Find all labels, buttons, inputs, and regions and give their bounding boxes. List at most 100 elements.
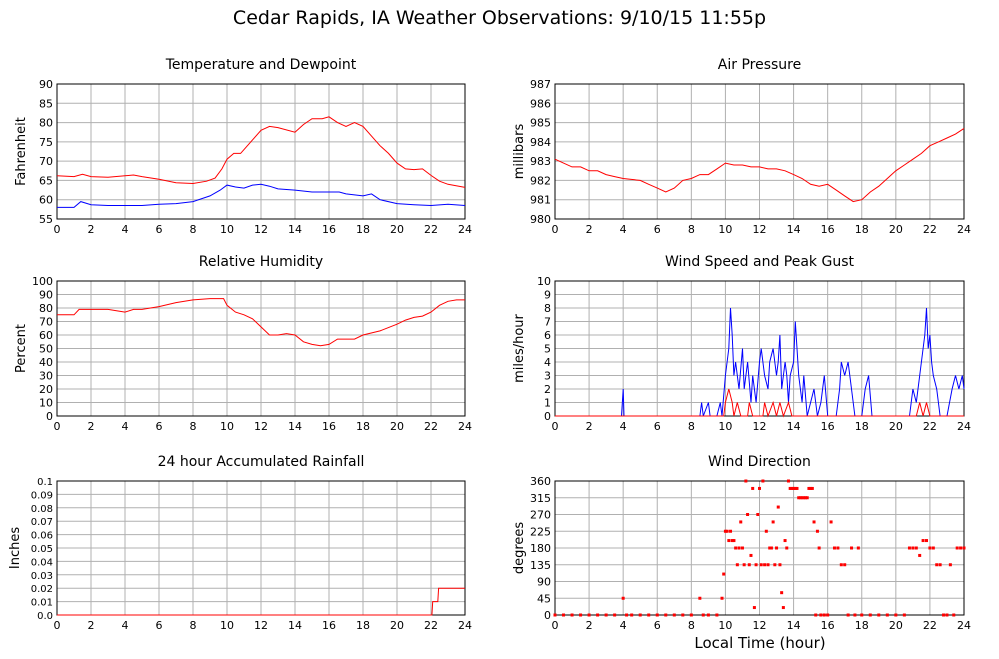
x-tick-label: 2 xyxy=(88,420,95,433)
x-tick-label: 18 xyxy=(356,223,370,236)
x-tick-label: 2 xyxy=(586,420,593,433)
data-point xyxy=(790,486,794,490)
y-tick-label: 70 xyxy=(39,155,53,168)
data-point xyxy=(732,539,736,543)
data-point xyxy=(856,546,860,550)
x-tick-label: 0 xyxy=(552,223,559,236)
data-point xyxy=(793,486,797,490)
y-axis-label: degrees xyxy=(512,522,527,575)
x-tick-label: 22 xyxy=(424,223,438,236)
x-tick-label: 16 xyxy=(821,619,835,632)
data-point xyxy=(698,596,702,600)
data-point xyxy=(812,520,816,524)
y-tick-label: 4 xyxy=(544,356,551,369)
y-tick-label: 7 xyxy=(544,316,551,329)
x-tick-label: 8 xyxy=(190,619,197,632)
y-tick-label: 0.05 xyxy=(31,544,53,555)
y-axis-label: miles/hour xyxy=(512,313,527,382)
x-tick-label: 6 xyxy=(156,619,163,632)
data-point xyxy=(807,486,811,490)
data-point xyxy=(911,546,915,550)
y-tick-label: 0.1 xyxy=(37,477,53,488)
data-point xyxy=(570,613,574,617)
x-tick-label: 18 xyxy=(356,420,370,433)
y-tick-label: 0 xyxy=(544,410,551,423)
data-point xyxy=(768,546,772,550)
x-tick-label: 22 xyxy=(923,223,937,236)
y-tick-label: 90 xyxy=(39,289,53,302)
data-point xyxy=(720,596,724,600)
data-point xyxy=(785,546,789,550)
data-point xyxy=(802,496,806,500)
y-tick-label: 9 xyxy=(544,289,551,302)
y-tick-label: 225 xyxy=(530,525,551,538)
data-point xyxy=(805,496,809,500)
data-point xyxy=(935,563,939,567)
x-tick-label: 12 xyxy=(753,223,767,236)
data-point xyxy=(725,529,729,533)
x-tick-label: 10 xyxy=(220,223,234,236)
series-line xyxy=(555,388,964,418)
x-tick-label: 0 xyxy=(552,420,559,433)
y-tick-label: 30 xyxy=(39,370,53,383)
data-point xyxy=(638,613,642,617)
data-point xyxy=(843,563,847,567)
y-tick-label: 5 xyxy=(544,343,551,356)
chart-direction: 0 2 4 6 8 10 12 14 16 18 20 22 240459013518022527031… xyxy=(512,454,971,632)
y-tick-label: 80 xyxy=(39,302,53,315)
data-point xyxy=(809,486,813,490)
data-point xyxy=(751,486,755,490)
chart-pressure: 0 2 4 6 8 10 12 14 16 18 20 22 249809819829839849859… xyxy=(512,57,971,236)
y-tick-label: 3 xyxy=(544,370,551,383)
data-point xyxy=(781,606,785,610)
x-tick-label: 18 xyxy=(855,619,869,632)
y-tick-label: 70 xyxy=(39,316,53,329)
y-tick-label: 0 xyxy=(46,410,53,423)
plot-frame xyxy=(554,83,965,220)
y-tick-label: 0 xyxy=(544,609,551,622)
y-tick-label: 980 xyxy=(530,213,551,226)
data-point xyxy=(613,613,617,617)
x-tick-label: 8 xyxy=(688,619,695,632)
y-tick-label: 85 xyxy=(39,97,53,110)
x-tick-label: 20 xyxy=(889,223,903,236)
x-tick-label: 22 xyxy=(424,420,438,433)
data-point xyxy=(877,613,881,617)
x-axis-label: Local Time (hour) xyxy=(694,634,826,652)
data-point xyxy=(810,486,814,490)
y-tick-label: 65 xyxy=(39,174,53,187)
x-tick-label: 16 xyxy=(322,223,336,236)
data-point xyxy=(846,613,850,617)
data-point xyxy=(776,505,780,509)
chart-title: Wind Speed and Peak Gust xyxy=(665,254,854,270)
x-tick-label: 14 xyxy=(288,619,302,632)
y-tick-label: 985 xyxy=(530,117,551,130)
x-tick-label: 6 xyxy=(654,223,661,236)
y-axis-label: Percent xyxy=(14,324,29,373)
data-point xyxy=(701,613,705,617)
data-point xyxy=(786,479,790,483)
y-tick-label: 0.04 xyxy=(31,557,53,568)
y-tick-label: 180 xyxy=(530,542,551,555)
data-point xyxy=(885,613,889,617)
y-tick-label: 0.06 xyxy=(31,531,53,542)
x-tick-label: 4 xyxy=(620,420,627,433)
y-axis-label: Fahrenheit xyxy=(14,117,29,186)
x-tick-label: 4 xyxy=(122,619,129,632)
data-point xyxy=(894,613,898,617)
page-title: Cedar Rapids, IA Weather Observations: 9… xyxy=(232,7,767,29)
plot-frame xyxy=(56,280,466,417)
x-tick-label: 24 xyxy=(957,619,971,632)
x-tick-label: 14 xyxy=(787,223,801,236)
data-point xyxy=(747,563,751,567)
data-point xyxy=(727,539,731,543)
x-tick-label: 22 xyxy=(923,619,937,632)
data-point xyxy=(759,563,763,567)
y-tick-label: 982 xyxy=(530,174,551,187)
x-tick-label: 2 xyxy=(586,223,593,236)
x-tick-label: 0 xyxy=(54,420,61,433)
x-tick-label: 2 xyxy=(586,619,593,632)
data-point xyxy=(778,563,782,567)
